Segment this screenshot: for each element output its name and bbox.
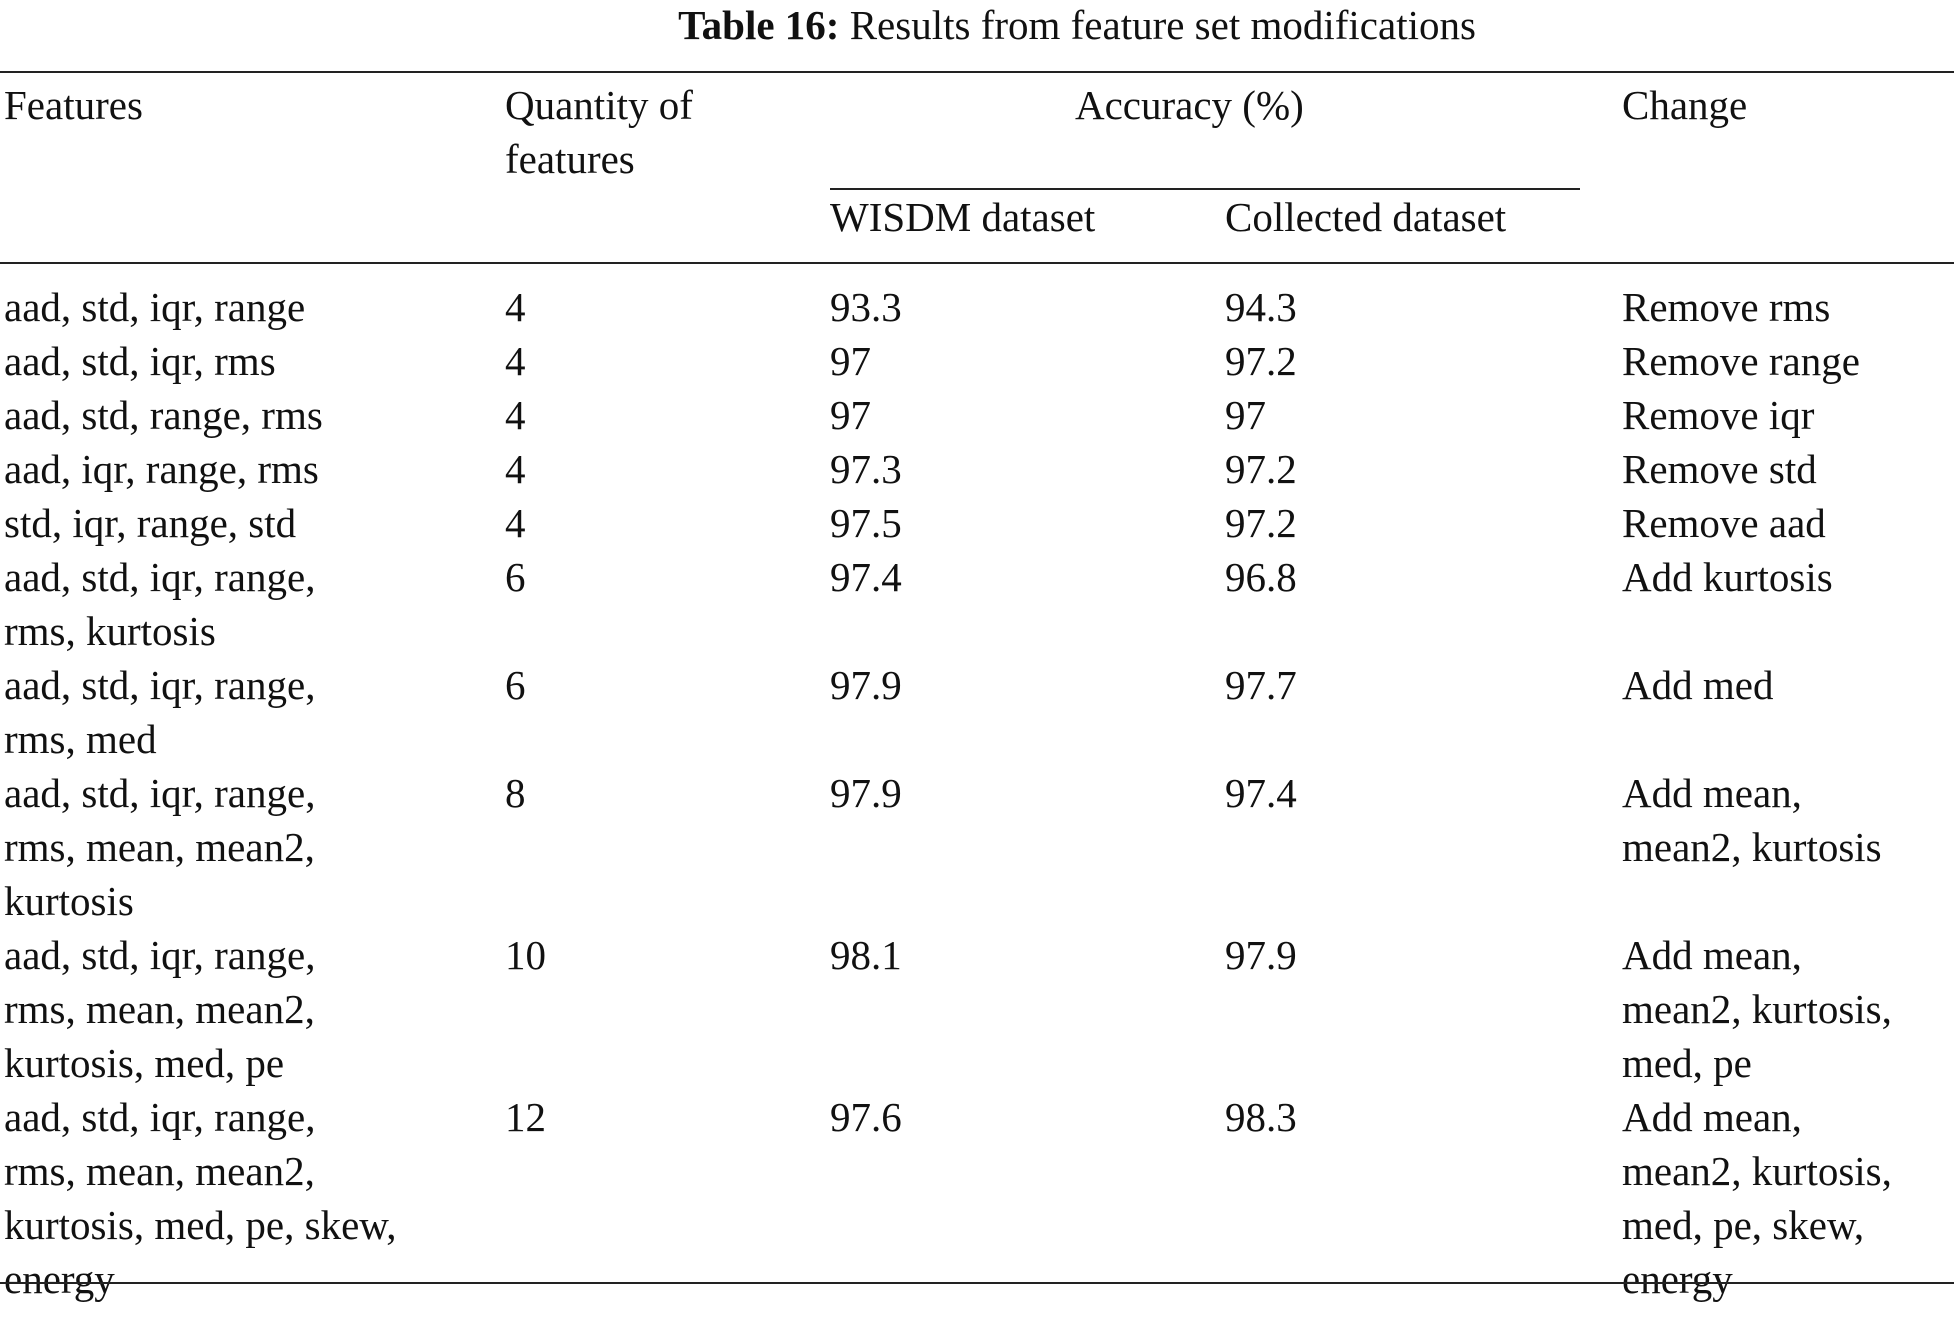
quantity-cell: 8 xyxy=(505,770,526,816)
caption-label: Table 16: xyxy=(678,2,840,48)
header-features: Features xyxy=(4,82,143,128)
header-rule xyxy=(0,262,1954,264)
wisdm-accuracy-cell: 97.9 xyxy=(830,662,902,708)
features-cell: aad, std, iqr, range, rms, kurtosis xyxy=(4,554,316,654)
table-row: aad, std, iqr, rms 4 97 97.2 Remove range xyxy=(0,334,1954,388)
table-row: aad, std, iqr, range, rms, med 6 97.9 97.7 A… xyxy=(0,658,1954,766)
top-rule xyxy=(0,71,1954,73)
table-row: aad, std, iqr, range, rms, kurtosis 6 97.4… xyxy=(0,550,1954,658)
accuracy-subrule xyxy=(830,188,1580,190)
header-accuracy: Accuracy (%) xyxy=(1075,82,1304,128)
quantity-cell: 6 xyxy=(505,662,526,708)
change-cell: Remove std xyxy=(1622,446,1817,492)
wisdm-accuracy-cell: 97.5 xyxy=(830,500,902,546)
wisdm-accuracy-cell: 97 xyxy=(830,392,871,438)
quantity-cell: 12 xyxy=(505,1094,546,1140)
features-cell: aad, std, iqr, range, rms, mean, mean2, … xyxy=(4,770,316,924)
features-cell: aad, iqr, range, rms xyxy=(4,446,319,492)
table-row: aad, std, iqr, range, rms, mean, mean2, … xyxy=(0,766,1954,928)
collected-accuracy-cell: 97.2 xyxy=(1225,338,1297,384)
table-body: aad, std, iqr, range 4 93.3 94.3 Remove rms a… xyxy=(0,280,1954,1306)
features-cell: aad, std, iqr, range xyxy=(4,284,306,330)
quantity-cell: 4 xyxy=(505,500,526,546)
caption-text: Results from feature set modifications xyxy=(849,2,1476,48)
wisdm-accuracy-cell: 97 xyxy=(830,338,871,384)
change-cell: Remove rms xyxy=(1622,284,1831,330)
change-cell: Add kurtosis xyxy=(1622,554,1833,600)
change-cell: Remove range xyxy=(1622,338,1860,384)
change-cell: Add mean, mean2, kurtosis xyxy=(1622,770,1882,870)
table-row: std, iqr, range, std 4 97.5 97.2 Remove aad xyxy=(0,496,1954,550)
header-quantity: Quantity of features xyxy=(505,82,693,182)
header-wisdm: WISDM dataset xyxy=(830,194,1096,240)
quantity-cell: 4 xyxy=(505,338,526,384)
collected-accuracy-cell: 97.4 xyxy=(1225,770,1297,816)
table-row: aad, std, iqr, range 4 93.3 94.3 Remove rms xyxy=(0,280,1954,334)
collected-accuracy-cell: 96.8 xyxy=(1225,554,1297,600)
table-row: aad, std, iqr, range, rms, mean, mean2, … xyxy=(0,928,1954,1090)
bottom-rule xyxy=(0,1282,1954,1284)
features-cell: aad, std, range, rms xyxy=(4,392,323,438)
features-cell: aad, std, iqr, rms xyxy=(4,338,276,384)
change-cell: Remove aad xyxy=(1622,500,1826,546)
quantity-cell: 6 xyxy=(505,554,526,600)
table-row: aad, std, range, rms 4 97 97 Remove iqr xyxy=(0,388,1954,442)
table-caption: Table 16: Results from feature set modif… xyxy=(0,2,1954,48)
header-change: Change xyxy=(1622,82,1748,128)
features-cell: aad, std, iqr, range, rms, mean, mean2, … xyxy=(4,1094,397,1302)
wisdm-accuracy-cell: 97.9 xyxy=(830,770,902,816)
features-cell: aad, std, iqr, range, rms, med xyxy=(4,662,316,762)
features-cell: std, iqr, range, std xyxy=(4,500,297,546)
collected-accuracy-cell: 97.2 xyxy=(1225,446,1297,492)
collected-accuracy-cell: 98.3 xyxy=(1225,1094,1297,1140)
header-collected: Collected dataset xyxy=(1225,194,1507,240)
wisdm-accuracy-cell: 98.1 xyxy=(830,932,902,978)
table-row: aad, std, iqr, range, rms, mean, mean2, … xyxy=(0,1090,1954,1306)
collected-accuracy-cell: 97.9 xyxy=(1225,932,1297,978)
wisdm-accuracy-cell: 97.6 xyxy=(830,1094,902,1140)
quantity-cell: 4 xyxy=(505,446,526,492)
wisdm-accuracy-cell: 93.3 xyxy=(830,284,902,330)
quantity-cell: 4 xyxy=(505,392,526,438)
change-cell: Remove iqr xyxy=(1622,392,1815,438)
features-cell: aad, std, iqr, range, rms, mean, mean2, … xyxy=(4,932,316,1086)
wisdm-accuracy-cell: 97.3 xyxy=(830,446,902,492)
change-cell: Add med xyxy=(1622,662,1774,708)
quantity-cell: 10 xyxy=(505,932,546,978)
table-row: aad, iqr, range, rms 4 97.3 97.2 Remove std xyxy=(0,442,1954,496)
collected-accuracy-cell: 97.7 xyxy=(1225,662,1297,708)
change-cell: Add mean, mean2, kurtosis, med, pe, skew… xyxy=(1622,1094,1892,1302)
wisdm-accuracy-cell: 97.4 xyxy=(830,554,902,600)
collected-accuracy-cell: 97 xyxy=(1225,392,1266,438)
quantity-cell: 4 xyxy=(505,284,526,330)
collected-accuracy-cell: 94.3 xyxy=(1225,284,1297,330)
change-cell: Add mean, mean2, kurtosis, med, pe xyxy=(1622,932,1892,1086)
collected-accuracy-cell: 97.2 xyxy=(1225,500,1297,546)
